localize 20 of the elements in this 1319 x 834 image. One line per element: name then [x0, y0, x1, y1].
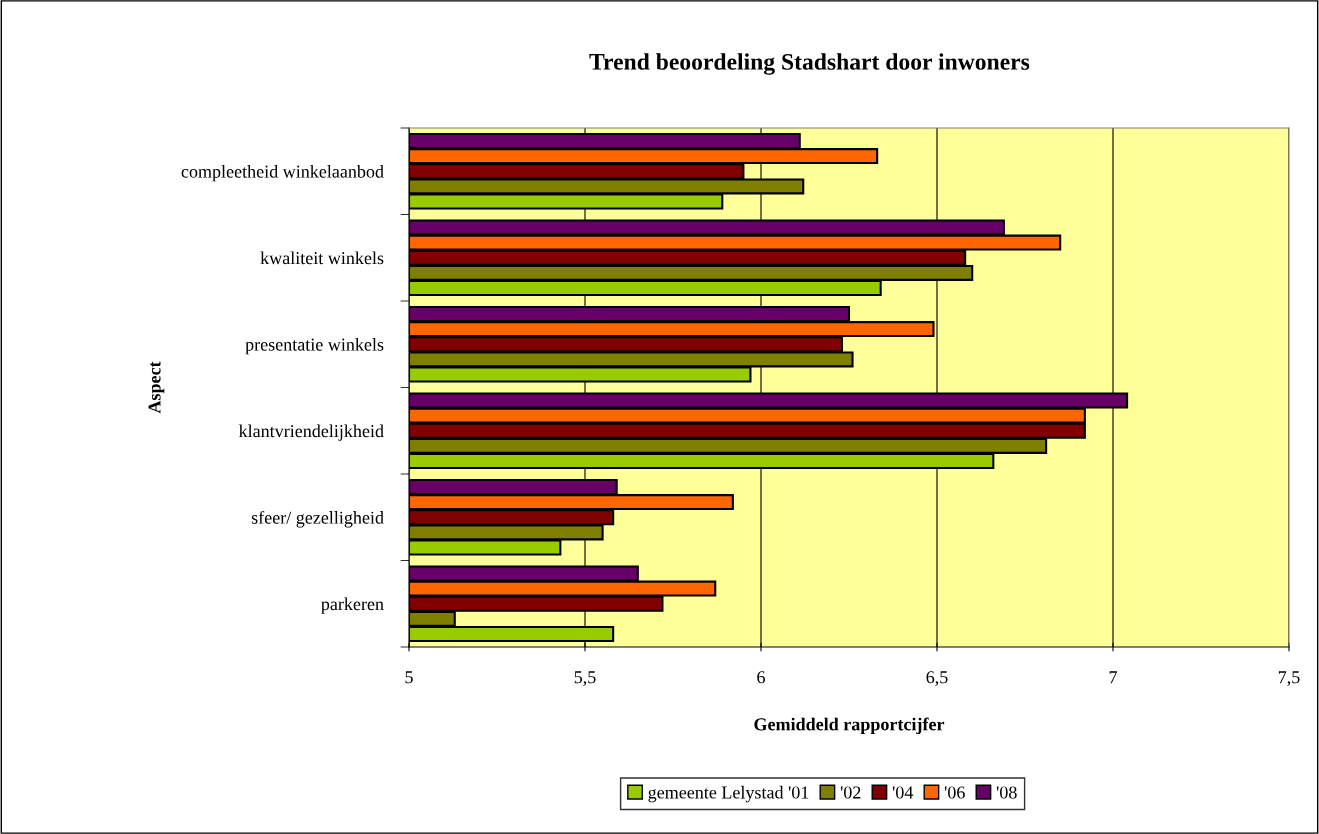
- x-tick-label: 6: [757, 671, 765, 684]
- legend-label: gemeente Lelystad '01: [648, 785, 809, 803]
- legend-label: '06: [944, 786, 965, 799]
- x-tick-label: 5,5: [574, 671, 596, 686]
- y-tick-label: parkeren: [321, 597, 384, 614]
- y-tick-label: klantvriendelijkheid: [238, 424, 384, 441]
- x-tick-label: 6,5: [926, 671, 948, 686]
- y-tick-label: presentatie winkels: [245, 337, 384, 355]
- y-tick-label: sfeer/ gezelligheid: [251, 510, 384, 528]
- y-axis-title: Aspect: [148, 361, 165, 414]
- x-tick-label: 7,5: [1278, 671, 1300, 686]
- legend-label: '08: [996, 786, 1017, 799]
- x-axis-title: Gemiddeld rapportcijfer: [754, 717, 945, 735]
- x-tick-label: 5: [405, 671, 413, 684]
- chart-title: Trend beoordeling Stadshart door inwoners: [589, 53, 1030, 75]
- legend-label: '04: [892, 786, 914, 799]
- y-tick-label: compleetheid winkelaanbod: [181, 164, 384, 182]
- x-tick-label: 7: [1109, 671, 1117, 684]
- legend-label: '02: [840, 786, 861, 799]
- y-tick-label: kwaliteit winkels: [260, 251, 384, 265]
